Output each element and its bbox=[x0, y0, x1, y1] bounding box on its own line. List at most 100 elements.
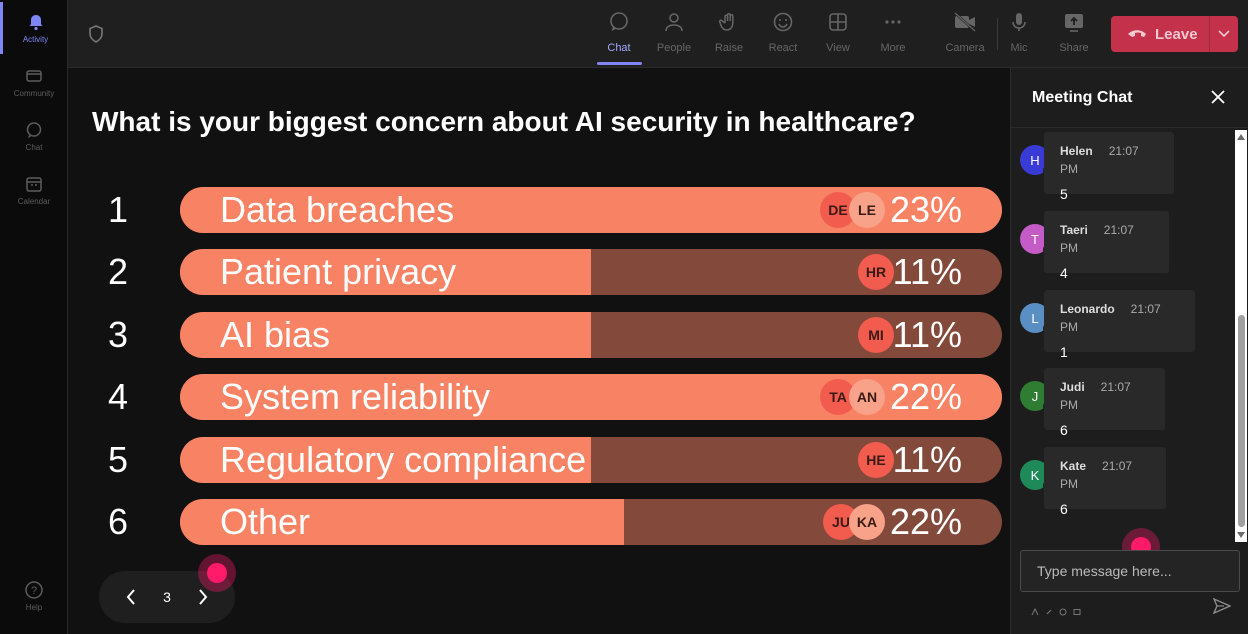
message-bubble: Judi 21:07 PM 6 bbox=[1044, 368, 1165, 438]
scroll-up-arrow[interactable] bbox=[1237, 134, 1245, 140]
chat-title: Meeting Chat bbox=[1032, 89, 1133, 106]
avatar: MI bbox=[858, 317, 894, 353]
poll-option-row[interactable]: 3 AI bias MI 11% bbox=[68, 311, 1010, 359]
message-time: 21:07 PM bbox=[1060, 380, 1131, 412]
leave-button[interactable]: Leave bbox=[1111, 16, 1238, 52]
avatar: HE bbox=[858, 442, 894, 478]
poll-option-row[interactable]: 2 Patient privacy HR 11% bbox=[68, 248, 1010, 296]
option-bar: Patient privacy HR 11% bbox=[180, 249, 1002, 295]
poll-option-row[interactable]: 4 System reliability TA AN 22% bbox=[68, 373, 1010, 421]
message-time: 21:07 PM bbox=[1060, 302, 1161, 334]
option-label: Other bbox=[220, 501, 311, 542]
smiley-icon bbox=[771, 10, 795, 34]
option-label: Regulatory compliance bbox=[220, 439, 587, 480]
leave-label: Leave bbox=[1155, 25, 1198, 43]
chevron-left-icon[interactable] bbox=[119, 585, 143, 609]
rail-help[interactable]: ? Help bbox=[0, 570, 68, 622]
scroll-down-arrow[interactable] bbox=[1237, 532, 1245, 538]
message-time: 21:07 PM bbox=[1060, 223, 1134, 255]
pointer-highlight bbox=[207, 563, 227, 583]
rail-community[interactable]: Community bbox=[0, 56, 68, 108]
svg-text:?: ? bbox=[31, 585, 37, 597]
share-icon bbox=[1062, 10, 1086, 34]
chat-icon bbox=[24, 120, 44, 140]
poll-option-row[interactable]: 1 Data breaches DE LE 23% bbox=[68, 186, 1010, 234]
phone-hangup-icon bbox=[1127, 26, 1147, 43]
option-bar-fill bbox=[180, 249, 591, 295]
message-time: 21:07 PM bbox=[1060, 459, 1133, 491]
close-icon[interactable] bbox=[1209, 88, 1227, 106]
scroll-thumb[interactable] bbox=[1238, 315, 1245, 527]
shield-icon[interactable] bbox=[86, 24, 106, 44]
avatar: TA bbox=[820, 379, 856, 415]
toolbar-react-button[interactable]: React bbox=[758, 10, 808, 62]
toolbar-share-button[interactable]: Share bbox=[1049, 10, 1099, 62]
rail-activity[interactable]: Activity bbox=[0, 2, 68, 54]
message-author: Leonardo bbox=[1060, 302, 1115, 316]
avatar: LE bbox=[849, 192, 885, 228]
more-icon bbox=[881, 10, 905, 34]
rail-label: Activity bbox=[22, 35, 49, 44]
option-label: AI bias bbox=[220, 314, 331, 355]
toolbar-view-button[interactable]: View bbox=[813, 10, 863, 62]
camera-off-icon bbox=[953, 10, 977, 34]
avatar: KA bbox=[849, 504, 885, 540]
chat-message: H Helen 21:07 PM 5 bbox=[1011, 132, 1241, 202]
poll-option-row[interactable]: 6 Other JU KA 22% bbox=[68, 498, 1010, 546]
rail-calendar[interactable]: Calendar bbox=[0, 164, 68, 216]
option-bar: Regulatory compliance HE 11% bbox=[180, 437, 1002, 483]
toolbar-people-button[interactable]: People bbox=[649, 10, 699, 62]
chevron-right-icon[interactable] bbox=[191, 585, 215, 609]
active-tab-indicator bbox=[597, 62, 642, 65]
message-author: Judi bbox=[1060, 380, 1085, 394]
message-bubble: Leonardo 21:07 PM 1 bbox=[1044, 290, 1195, 360]
rail-label: Chat bbox=[25, 143, 43, 152]
grid-icon bbox=[826, 10, 850, 34]
format-icon[interactable] bbox=[1031, 603, 1039, 616]
bell-icon bbox=[26, 12, 46, 32]
option-percent: 23% bbox=[889, 189, 962, 230]
toolbar-label: Raise bbox=[714, 42, 744, 54]
toolbar-label: Chat bbox=[607, 42, 631, 54]
attach-icon[interactable] bbox=[1045, 603, 1053, 615]
rail-chat[interactable]: Chat bbox=[0, 110, 68, 162]
chevron-down-icon[interactable] bbox=[1210, 30, 1238, 38]
chat-compose-box[interactable] bbox=[1020, 550, 1240, 592]
message-author: Taeri bbox=[1060, 223, 1088, 237]
gif-icon[interactable] bbox=[1073, 603, 1081, 615]
poll-question: What is your biggest concern about AI se… bbox=[92, 106, 916, 137]
option-bar: System reliability TA AN 22% bbox=[180, 374, 1002, 420]
option-number: 4 bbox=[107, 376, 129, 417]
option-label: Patient privacy bbox=[220, 251, 457, 292]
message-bubble: Taeri 21:07 PM 4 bbox=[1044, 211, 1169, 281]
option-bar-fill bbox=[180, 437, 591, 483]
toolbar-raise-button[interactable]: Raise bbox=[704, 10, 754, 62]
option-number: 1 bbox=[107, 189, 129, 230]
emoji-icon[interactable] bbox=[1059, 603, 1067, 616]
toolbar-camera-button[interactable]: Camera bbox=[940, 10, 990, 62]
chat-message: K Kate 21:07 PM 6 bbox=[1011, 447, 1241, 517]
poll-option-row[interactable]: 5 Regulatory compliance HE 11% bbox=[68, 436, 1010, 484]
send-icon[interactable] bbox=[1212, 597, 1233, 618]
help-icon: ? bbox=[24, 580, 44, 600]
avatar: HR bbox=[858, 254, 894, 290]
option-bar: AI bias MI 11% bbox=[180, 312, 1002, 358]
toolbar-chat-button[interactable]: Chat bbox=[594, 10, 644, 62]
rail-label: Community bbox=[13, 89, 55, 98]
message-text: 6 bbox=[1060, 422, 1068, 438]
option-percent: 11% bbox=[892, 314, 962, 355]
toolbar-mic-button[interactable]: Mic bbox=[994, 10, 1044, 62]
message-text: 4 bbox=[1060, 265, 1068, 281]
chat-message: L Leonardo 21:07 PM 1 bbox=[1011, 290, 1241, 360]
option-percent: 11% bbox=[892, 439, 962, 480]
option-number: 5 bbox=[107, 439, 129, 480]
toolbar-more-button[interactable]: More bbox=[868, 10, 918, 62]
message-text: 5 bbox=[1060, 186, 1068, 202]
chat-scrollbar[interactable] bbox=[1235, 130, 1247, 542]
page-number: 3 bbox=[163, 589, 171, 605]
chat-icon bbox=[607, 10, 631, 34]
meeting-chat-panel: Meeting Chat H Helen 21:07 PM 5 T Taeri 21… bbox=[1010, 68, 1248, 634]
chat-message-input[interactable] bbox=[1021, 551, 1239, 591]
option-percent: 22% bbox=[889, 501, 962, 542]
rail-label: Help bbox=[25, 603, 43, 612]
